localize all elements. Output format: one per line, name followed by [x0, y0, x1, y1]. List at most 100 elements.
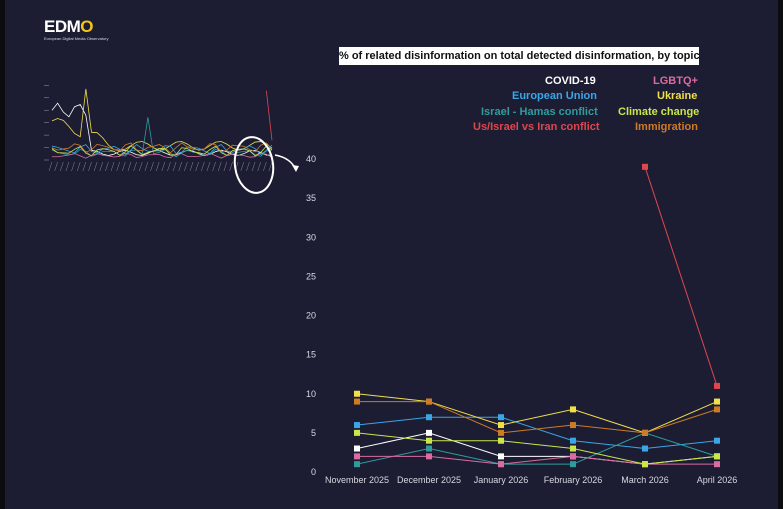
- data-point-immigration: [642, 429, 648, 436]
- legend-immigration: Immigration: [635, 121, 698, 133]
- x-tick-label: March 2026: [621, 475, 669, 485]
- thumb-x-label: [184, 161, 188, 172]
- series-markers: [354, 163, 720, 468]
- x-tick-label: December 2025: [397, 475, 461, 485]
- thumb-x-label: [65, 161, 70, 172]
- thumb-x-label: [116, 161, 120, 172]
- thumb-x-label: [167, 161, 171, 172]
- data-point-us-israel-vs-iran-conflict: [714, 382, 720, 389]
- data-point-climate-change: [354, 429, 360, 436]
- data-point-immigration: [570, 422, 576, 429]
- thumb-x-label: [105, 161, 109, 172]
- zoom-highlight-ellipse: [233, 136, 275, 194]
- thumb-x-label: [122, 161, 126, 172]
- thumb-x-label: [71, 161, 75, 172]
- thumb-x-label: [60, 161, 64, 172]
- legend-covid: COVID-19: [545, 75, 596, 87]
- data-point-immigration: [714, 406, 720, 413]
- legend-eu: European Union: [512, 90, 597, 102]
- data-point-climate-change: [570, 445, 576, 452]
- data-point-immigration: [498, 429, 504, 436]
- thumb-x-label: [76, 161, 81, 172]
- thumb-x-label: [172, 161, 177, 172]
- data-point-covid-19: [498, 453, 504, 460]
- frame-edge-left: [0, 0, 5, 509]
- thumb-series-line: [265, 90, 273, 141]
- chart-title: % of related disinformation on total det…: [339, 47, 700, 65]
- data-point-climate-change: [426, 437, 432, 444]
- series-line-lgbtq: [357, 455, 717, 465]
- thumb-x-label: [150, 161, 154, 172]
- y-axis: 0 5 10 15 20 25 30 35 40: [306, 154, 316, 477]
- data-point-lgbtq: [498, 461, 504, 468]
- data-point-ukraine: [354, 390, 360, 397]
- thumb-x-label: [155, 161, 160, 172]
- thumb-x-label: [195, 161, 199, 172]
- thumb-x-label: [229, 161, 233, 172]
- thumb-series-line: [51, 145, 273, 157]
- series-lines: [356, 166, 718, 465]
- thumb-x-label: [212, 161, 216, 172]
- y-tick-label: 20: [306, 311, 316, 321]
- data-point-covid-19: [354, 445, 360, 452]
- x-axis: November 2025 December 2025 January 2026 Fe…: [325, 475, 737, 485]
- data-point-us-israel-vs-iran-conflict: [642, 163, 648, 170]
- logo-o: O: [80, 17, 94, 36]
- overview-thumbnail-chart: [44, 85, 273, 172]
- legend-ukraine: Ukraine: [657, 90, 698, 102]
- x-tick-label: January 2026: [474, 475, 529, 485]
- thumb-x-label: [217, 161, 222, 172]
- thumb-x-label: [257, 161, 261, 172]
- thumb-x-label: [268, 161, 273, 172]
- frame-edge-right: [778, 0, 783, 509]
- legend-climate: Climate change: [618, 106, 700, 118]
- data-point-european-union: [714, 437, 720, 444]
- x-tick-label: November 2025: [325, 475, 389, 485]
- thumb-x-label: [54, 161, 58, 172]
- thumb-x-label: [189, 161, 194, 172]
- data-point-european-union: [498, 414, 504, 421]
- series-line-immigration: [357, 401, 718, 434]
- data-point-immigration: [426, 398, 432, 405]
- data-point-immigration: [354, 398, 360, 405]
- thumb-x-label: [88, 161, 92, 172]
- thumb-x-label: [127, 161, 132, 172]
- thumb-x-label: [206, 161, 211, 172]
- zoom-arrow: [274, 154, 297, 171]
- thumb-x-label: [82, 161, 87, 172]
- x-tick-label: April 2026: [697, 475, 738, 485]
- series-line-ukraine: [356, 393, 718, 434]
- thumb-x-label: [201, 161, 205, 172]
- data-point-climate-change: [714, 453, 720, 460]
- thumb-x-label: [263, 161, 267, 172]
- series-line-european-union: [356, 416, 718, 450]
- y-tick-label: 5: [311, 428, 316, 438]
- thumb-series-line: [51, 152, 273, 159]
- data-point-european-union: [354, 422, 360, 429]
- thumb-x-label: [93, 161, 98, 172]
- series-line-israel-hamas-conflict: [356, 432, 718, 465]
- data-point-israel-hamas-conflict: [570, 461, 576, 468]
- data-point-ukraine: [714, 398, 720, 405]
- thumb-x-label: [223, 161, 228, 172]
- logo-text: EDM: [44, 17, 81, 36]
- legend-israel-hamas: Israel - Hamas conflict: [481, 106, 598, 118]
- data-point-lgbtq: [570, 453, 576, 460]
- legend-lgbtq: LGBTQ+: [653, 75, 698, 87]
- legend-us-israel-iran: Us/Israel vs Iran conflict: [473, 121, 600, 133]
- data-point-european-union: [642, 445, 648, 452]
- x-tick-label: February 2026: [544, 475, 603, 485]
- y-tick-label: 30: [306, 232, 316, 242]
- data-point-climate-change: [642, 461, 648, 468]
- thumb-x-label: [144, 161, 149, 172]
- data-point-lgbtq: [426, 453, 432, 460]
- y-tick-label: 0: [311, 467, 316, 477]
- y-tick-label: 35: [306, 193, 316, 203]
- thumb-x-label: [240, 161, 245, 172]
- data-point-lgbtq: [714, 461, 720, 468]
- y-tick-label: 25: [306, 271, 316, 281]
- zoom-arrow-head: [292, 165, 299, 172]
- series-line-climate-change: [356, 432, 718, 465]
- logo-subtitle: European Digital Media Observatory: [44, 36, 109, 41]
